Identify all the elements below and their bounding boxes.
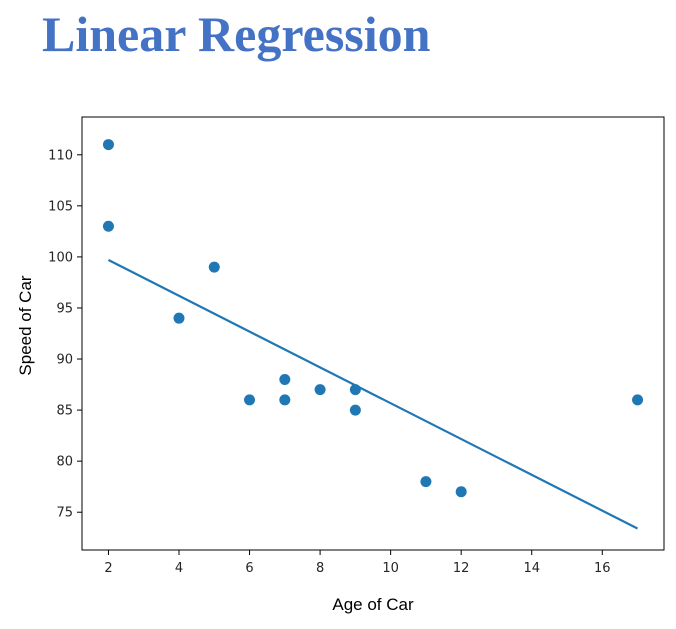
x-tick-label: 4 xyxy=(175,561,183,576)
y-tick-label: 75 xyxy=(56,506,73,521)
y-tick-label: 90 xyxy=(56,353,73,368)
data-point xyxy=(102,139,114,151)
regression-line xyxy=(107,258,639,530)
y-axis-label: Speed of Car xyxy=(16,275,35,376)
data-point xyxy=(314,384,326,396)
data-point xyxy=(208,261,220,273)
plot-frame xyxy=(81,116,665,551)
ticks-layer: 2 4 6 8 10 12 14 16 75 80 85 90 95 100 105 110 xyxy=(48,148,610,576)
y-tick-label: 100 xyxy=(48,250,73,265)
x-tick-label: 12 xyxy=(453,561,470,576)
data-point xyxy=(632,394,644,406)
x-tick-label: 14 xyxy=(523,561,540,576)
x-tick-label: 2 xyxy=(104,561,112,576)
data-point xyxy=(244,394,256,406)
data-point xyxy=(349,404,361,416)
x-tick-label: 6 xyxy=(245,561,253,576)
regression-line-layer xyxy=(107,258,639,530)
y-tick-label: 95 xyxy=(56,301,73,316)
data-point xyxy=(279,394,291,406)
x-tick-label: 16 xyxy=(594,561,611,576)
y-tick-label: 110 xyxy=(48,148,73,163)
data-point xyxy=(455,486,467,498)
x-tick-label: 10 xyxy=(382,561,399,576)
x-axis-label: Age of Car xyxy=(332,595,414,614)
y-tick-label: 80 xyxy=(56,455,73,470)
data-point xyxy=(102,220,114,232)
y-tick-label: 85 xyxy=(56,404,73,419)
data-point xyxy=(349,384,361,396)
x-tick-label: 8 xyxy=(316,561,324,576)
y-tick-label: 105 xyxy=(48,199,73,214)
data-point xyxy=(173,312,185,324)
points-layer xyxy=(102,139,644,498)
data-point xyxy=(420,476,432,488)
page-title: Linear Regression xyxy=(42,6,431,62)
data-point xyxy=(279,373,291,385)
